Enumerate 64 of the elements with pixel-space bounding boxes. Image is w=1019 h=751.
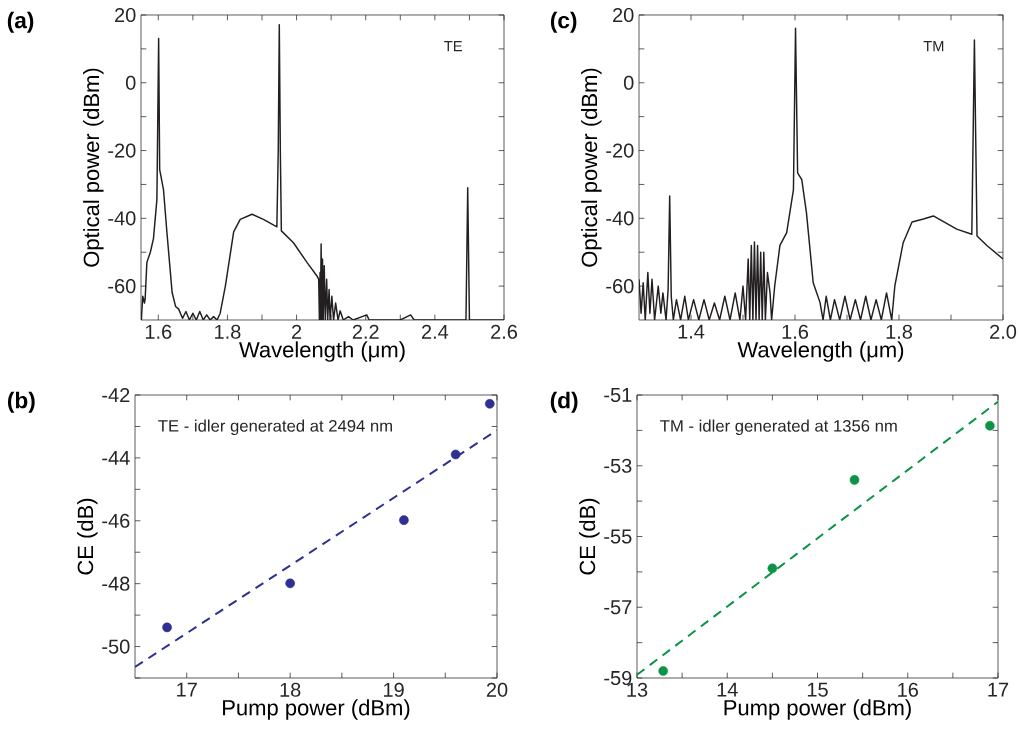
x-tick-label: 2.0: [990, 324, 1017, 339]
y-tick-label: -51: [604, 388, 632, 402]
y-tick-label: -42: [102, 388, 130, 402]
point: [484, 399, 495, 409]
x-axis-title: Pump power (dBm): [223, 699, 410, 720]
x-tick-label: 14: [717, 682, 738, 697]
point: [849, 475, 860, 485]
chart-title: (d): [550, 391, 578, 413]
annotation: TM: [923, 41, 944, 52]
y-tick-label: -20: [108, 143, 136, 158]
x-axis-title: Wavelength (μm): [737, 341, 904, 362]
point: [285, 578, 295, 589]
y-tick-label: 20: [115, 7, 136, 23]
y-tick-label: -55: [604, 529, 632, 544]
chart-title: (c): [550, 11, 577, 33]
point: [767, 563, 778, 574]
y-tick-label: 20: [613, 7, 634, 23]
y-axis-title: Optical power (dBm): [83, 68, 104, 267]
x-axis-title: Pump power (dBm): [724, 699, 911, 720]
y-axis-title: CE (dB): [579, 498, 600, 575]
x-tick-label: 15: [807, 682, 828, 697]
y-tick-label: -40: [108, 211, 136, 226]
x-tick-label: 19: [383, 682, 404, 697]
x-tick-label: 2: [292, 324, 302, 339]
x-tick-label: 2.2: [352, 324, 379, 339]
y-tick-label: -46: [102, 513, 130, 528]
point: [658, 666, 668, 676]
y-tick-label: -44: [102, 451, 130, 465]
line-series: [639, 27, 1004, 320]
x-tick-label: 1.8: [215, 324, 241, 339]
x-tick-label: 1.8: [886, 324, 913, 339]
x-axis-title: Wavelength (μm): [239, 341, 405, 362]
line-series: [141, 24, 505, 320]
y-tick-label: 0: [125, 75, 136, 90]
x-tick-label: 2.4: [421, 324, 449, 339]
annotation: TE - idler generated at 2494 nm: [158, 419, 392, 436]
annotation: TE: [444, 41, 462, 52]
y-axis-title: Optical power (dBm): [581, 68, 602, 267]
x-tick-label: 17: [177, 682, 197, 697]
chart-title: (b): [7, 391, 35, 413]
point: [399, 515, 409, 525]
x-tick-label: 2.6: [491, 324, 518, 339]
x-tick-label: 17: [988, 682, 1009, 697]
y-tick-label: -48: [102, 576, 130, 591]
point: [162, 622, 172, 633]
y-tick-label: -40: [606, 211, 634, 226]
y-tick-label: -57: [604, 600, 632, 615]
x-tick-label: 1.6: [782, 324, 809, 339]
y-tick-label: -60: [606, 279, 634, 294]
x-tick-label: 18: [280, 682, 301, 697]
y-tick-label: 0: [623, 75, 634, 90]
annotation: TM - idler generated at 1356 nm: [660, 419, 897, 436]
y-tick-label: -60: [108, 279, 136, 294]
y-axis-title: CE (dB): [77, 498, 98, 575]
y-tick-label: -50: [102, 639, 130, 654]
x-tick-label: 1.6: [145, 324, 172, 339]
x-tick-label: 1.4: [678, 324, 705, 339]
x-tick-label: 16: [898, 682, 918, 697]
chart-title: (a): [7, 11, 34, 33]
point: [450, 449, 461, 460]
y-tick-label: -20: [606, 143, 634, 158]
x-tick-label: 20: [486, 682, 508, 697]
point: [985, 420, 995, 431]
y-tick-label: -53: [604, 458, 632, 473]
